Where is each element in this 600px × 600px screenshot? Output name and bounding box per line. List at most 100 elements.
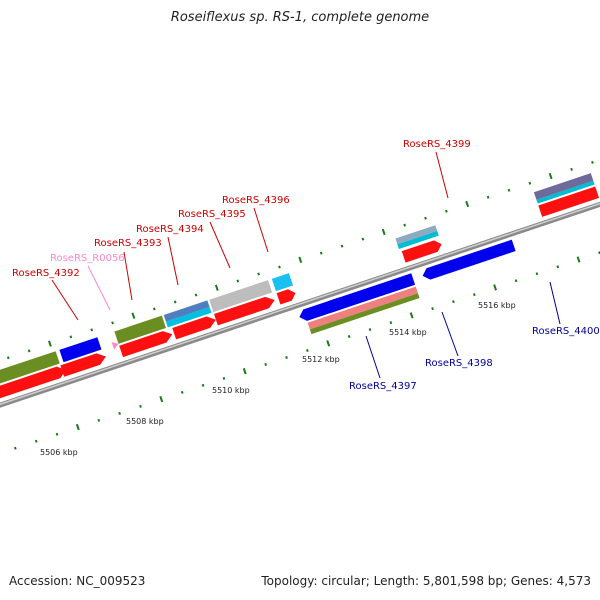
topology-text: Topology: circular; Length: 5,801,598 bp…	[261, 574, 591, 588]
scale-tick	[257, 272, 260, 276]
scale-tick	[285, 355, 288, 359]
gene-label-4400[interactable]: RoseRS_4400	[532, 326, 600, 337]
gene-label-4398[interactable]: RoseRS_4398	[425, 358, 493, 369]
scale-tick	[69, 335, 73, 339]
gene-label-4393[interactable]: RoseRS_4393	[94, 238, 162, 249]
scale-tick	[75, 423, 80, 431]
scale-tick	[242, 368, 247, 375]
scale-tick	[13, 446, 17, 450]
gene-feature-reverse	[309, 293, 420, 335]
scale-tick	[236, 279, 240, 283]
scale-tick	[472, 293, 476, 297]
scale-tick	[180, 390, 184, 394]
scale-tick	[347, 335, 351, 339]
cds-feature-reverse	[422, 239, 516, 280]
scale-tick	[368, 328, 372, 332]
scale-tick	[452, 300, 455, 304]
gene-label-4392[interactable]: RoseRS_4392	[12, 268, 80, 279]
scale-tick	[90, 328, 94, 332]
scale-tick	[326, 340, 331, 347]
scale-tick	[264, 362, 268, 366]
scale-tick	[591, 160, 594, 164]
scale-tick	[139, 404, 142, 408]
scale-tick	[194, 293, 198, 297]
tick-label-5512: 5512 kbp	[302, 355, 340, 364]
scale-tick	[389, 321, 393, 325]
gene-feature	[165, 307, 212, 328]
scale-tick	[507, 188, 511, 192]
scale-tick	[361, 237, 365, 241]
scale-tick	[34, 439, 38, 443]
cds-feature	[214, 296, 275, 326]
cds-feature	[172, 316, 216, 340]
label-leader-lines	[51, 151, 561, 379]
cds-feature	[276, 289, 296, 305]
genome-backbone-highlight	[0, 188, 600, 413]
tick-label-5508: 5508 kbp	[126, 417, 164, 426]
cds-feature	[538, 186, 600, 217]
scale-tick	[486, 195, 490, 199]
cds-feature-reverse	[299, 273, 416, 321]
gene-label-4395[interactable]: RoseRS_4395	[178, 209, 246, 220]
gene-feature	[163, 300, 210, 322]
scale-tick	[97, 418, 101, 422]
tick-label-5506: 5506 kbp	[40, 448, 78, 457]
scale-tick	[6, 356, 10, 360]
cds-feature	[0, 366, 67, 406]
scale-tick	[340, 244, 344, 248]
scale-tick	[48, 340, 52, 347]
scale-tick	[306, 349, 309, 353]
scale-tick	[514, 279, 518, 283]
cds-feature	[60, 353, 106, 377]
gene-label-4399[interactable]: RoseRS_4399	[403, 139, 471, 150]
scale-tick	[131, 312, 136, 319]
scale-tick	[278, 265, 281, 269]
scale-tick	[298, 256, 303, 264]
gene-label-4396[interactable]: RoseRS_4396	[222, 195, 290, 206]
gene-feature	[271, 273, 294, 292]
gene-label-r0056[interactable]: RoseRS_R0056	[50, 253, 125, 264]
scale-tick	[431, 307, 434, 311]
scale-ticks-lower	[13, 251, 600, 450]
gene-feature	[0, 351, 60, 393]
scale-tick	[27, 349, 31, 353]
gene-feature	[536, 180, 595, 204]
scale-tick	[118, 411, 121, 415]
scale-tick	[159, 395, 164, 403]
scale-tick	[548, 172, 553, 180]
gene-feature	[59, 337, 102, 363]
tick-label-5510: 5510 kbp	[212, 386, 250, 395]
cds-feature	[401, 240, 442, 263]
scale-tick	[381, 228, 386, 236]
gene-feature	[397, 230, 439, 249]
scale-tick	[445, 209, 448, 213]
scale-ticks-upper	[6, 160, 594, 360]
gene-label-4397[interactable]: RoseRS_4397	[349, 381, 417, 392]
scale-tick	[222, 376, 226, 380]
tick-label-5514: 5514 kbp	[389, 328, 427, 337]
scale-tick	[465, 200, 470, 208]
gene-feature	[533, 173, 594, 200]
scale-tick	[598, 251, 600, 255]
scale-tick	[535, 272, 539, 276]
gene-label-4394[interactable]: RoseRS_4394	[136, 224, 204, 235]
scale-tick	[493, 284, 497, 291]
scale-tick	[173, 300, 177, 304]
scale-tick	[528, 181, 532, 185]
scale-tick	[152, 307, 156, 311]
map-title: Roseiflexus sp. RS-1, complete genome	[170, 10, 430, 25]
gene-feature-reverse	[307, 286, 418, 330]
gene-feature	[395, 225, 438, 245]
scale-tick	[55, 432, 59, 436]
scale-tick	[201, 383, 205, 387]
gene-feature	[209, 280, 273, 313]
scale-tick	[214, 284, 219, 291]
scale-tick	[319, 251, 323, 255]
accession-text: Accession: NC_009523	[9, 574, 146, 588]
scale-tick	[424, 216, 427, 220]
scale-tick	[556, 265, 560, 269]
scale-tick	[570, 167, 573, 171]
rna-feature	[111, 341, 119, 350]
tick-label-5516: 5516 kbp	[478, 301, 516, 310]
